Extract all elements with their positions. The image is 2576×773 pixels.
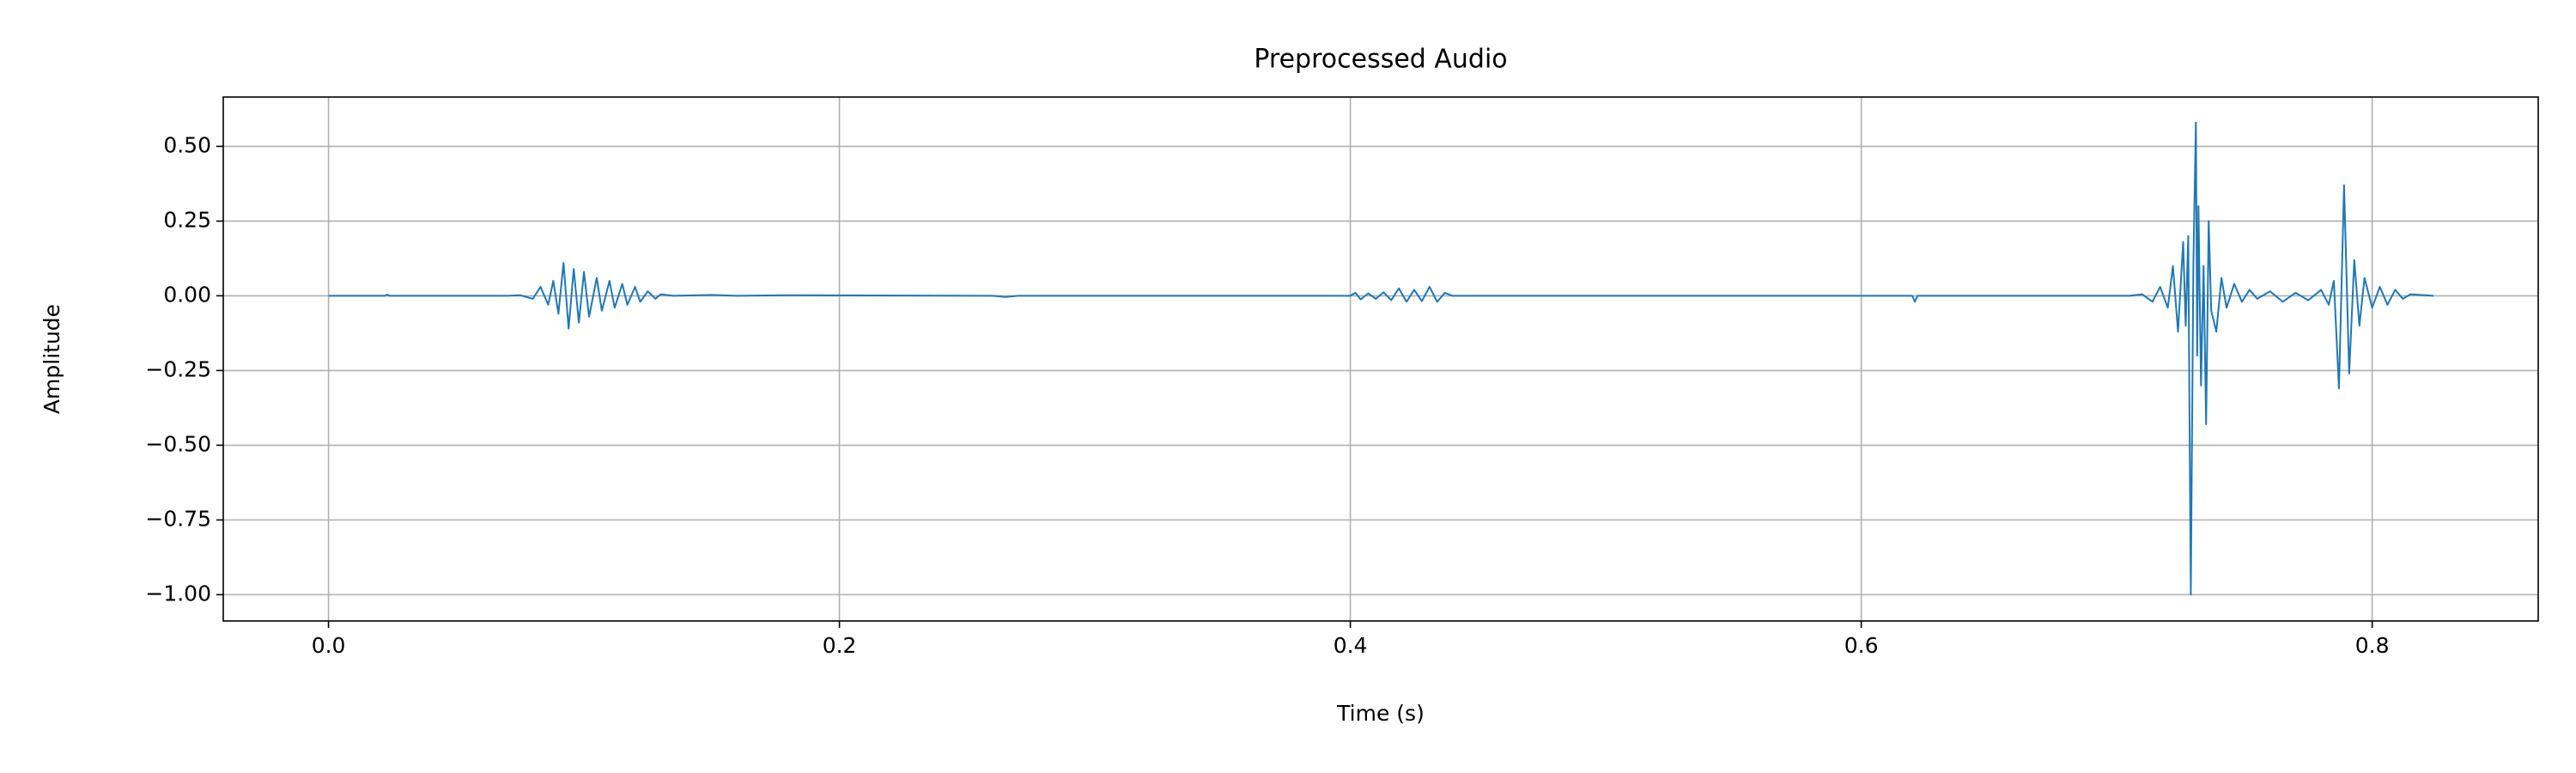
y-tick-label: −0.25: [145, 356, 211, 381]
y-tick-label: −1.00: [145, 581, 211, 606]
x-tick-label: 0.4: [1334, 633, 1368, 658]
y-tick-label: −0.75: [145, 506, 211, 531]
x-tick-label: 0.2: [823, 633, 857, 658]
plot-frame: [222, 96, 2539, 622]
x-tick-label: 0.8: [2355, 633, 2390, 658]
x-axis-label: Time (s): [1336, 701, 1425, 726]
y-tick-label: 0.00: [163, 282, 211, 307]
y-tick-label: −0.50: [145, 431, 211, 456]
chart-title: Preprocessed Audio: [1254, 45, 1507, 75]
y-tick-label: 0.50: [163, 132, 211, 157]
x-tick-label: 0.6: [1844, 633, 1879, 658]
y-axis-label: Amplitude: [39, 304, 64, 414]
x-tick-label: 0.0: [312, 633, 346, 658]
y-tick-label: 0.25: [163, 207, 211, 232]
waveform-line: [328, 121, 2434, 596]
